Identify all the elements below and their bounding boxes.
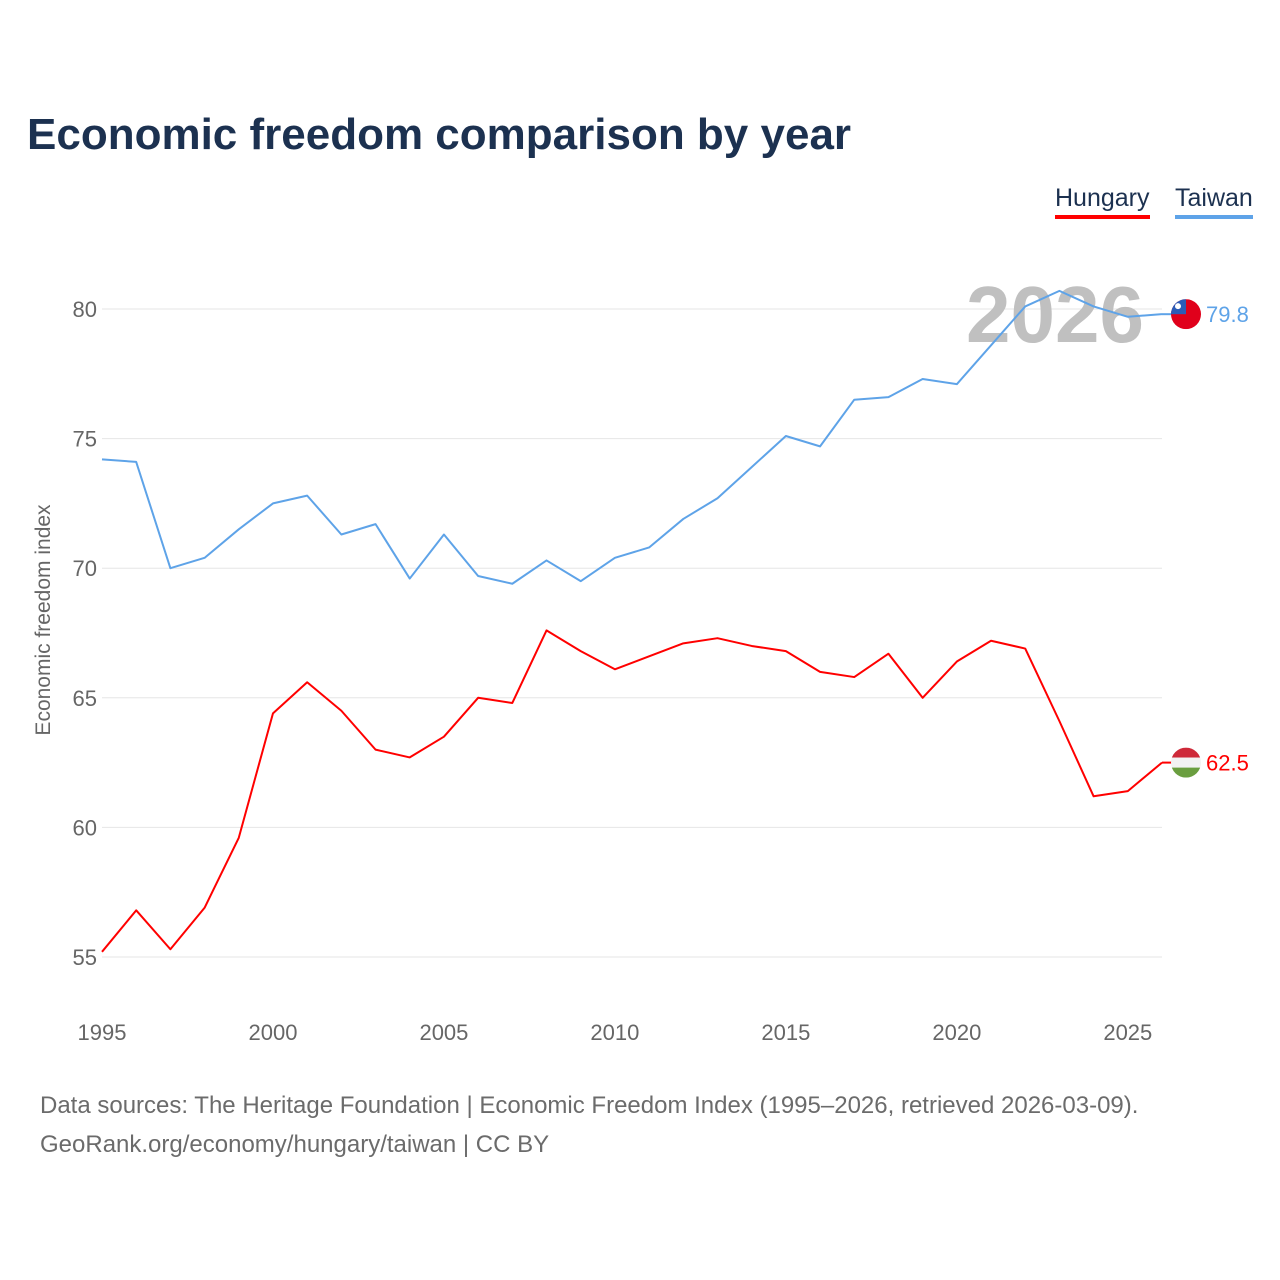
chart-title: Economic freedom comparison by year <box>27 110 852 159</box>
y-tick-label: 65 <box>73 686 97 711</box>
end-value-label: 62.5 <box>1206 751 1249 776</box>
x-tick-label: 1995 <box>78 1020 127 1045</box>
x-tick-label: 2020 <box>932 1020 981 1045</box>
series-line-hungary <box>101 629 1163 953</box>
y-tick-label: 75 <box>73 427 97 452</box>
year-watermark: 2026 <box>966 270 1144 359</box>
y-tick-label: 60 <box>73 815 97 840</box>
x-tick-label: 2000 <box>248 1020 297 1045</box>
legend-taiwan[interactable]: Taiwan <box>1175 184 1253 219</box>
y-tick-label: 80 <box>73 297 97 322</box>
end-value-label: 79.8 <box>1206 302 1249 327</box>
y-axis-label: Economic freedom index <box>32 504 55 736</box>
x-tick-label: 2010 <box>590 1020 639 1045</box>
x-tick-label: 2005 <box>419 1020 468 1045</box>
hungary-flag-icon <box>1171 747 1201 778</box>
x-tick-label: 2025 <box>1103 1020 1152 1045</box>
attribution-link[interactable]: GeoRank.org/economy/hungary/taiwan | CC … <box>40 1131 550 1158</box>
source-note: Data sources: The Heritage Foundation | … <box>40 1092 1139 1119</box>
y-tick-label: 70 <box>73 556 97 581</box>
y-tick-label: 55 <box>73 945 97 970</box>
series-line-taiwan <box>101 289 1163 585</box>
legend-hungary[interactable]: Hungary <box>1055 184 1150 219</box>
footer: Data sources: The Heritage Foundation | … <box>40 1086 1138 1164</box>
taiwan-flag-icon <box>1171 299 1201 330</box>
x-tick-label: 2015 <box>761 1020 810 1045</box>
